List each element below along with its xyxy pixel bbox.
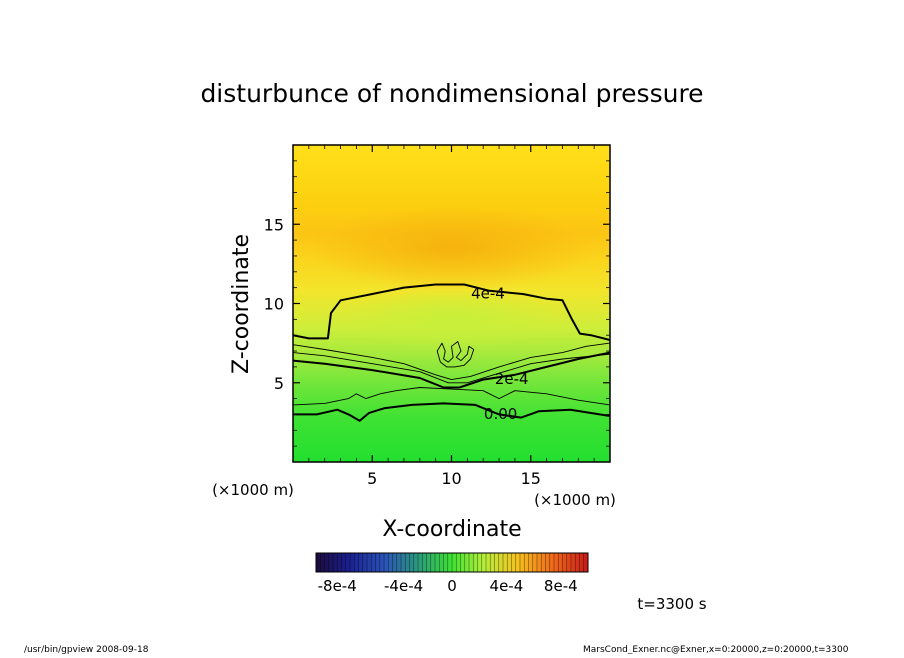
footer-left: /usr/bin/gpview 2008-09-18 [24,645,149,654]
contour-label: 0.00 [484,405,517,423]
contour-line-2 [293,342,610,381]
x-unit-right: (×1000 m) [534,491,616,509]
lime-region [342,288,562,348]
x-tick-label: 15 [521,469,541,488]
colorbar-frame [315,552,589,573]
colorbar-label: 0 [447,577,457,595]
chart-title: disturbunce of nondimensional pressure [200,79,703,108]
y-tick-label: 5 [274,374,284,393]
footer-right: MarsCond_Exner.nc@Exner,x=0:20000,z=0:20… [583,645,849,654]
contour-line-2e-4 [293,351,610,389]
y-axis-label: Z-coordinate [229,234,254,374]
colorbar: -8e-4 -4e-4 0 4e-4 8e-4 [315,552,589,595]
y-axis: 5 10 15 [264,160,610,447]
contour-line-3 [293,352,610,384]
colorbar-labels: -8e-4 -4e-4 0 4e-4 8e-4 [318,577,578,595]
contour-line-0.00 [293,402,610,422]
contour-line-4e-4 [293,283,610,341]
x-unit-left: (×1000 m) [212,481,294,499]
contour-lines [293,283,610,422]
contour-labels: 4e-4 2e-4 0.00 [471,284,529,422]
y-tick-label: 10 [264,295,284,314]
y-tick-label: 15 [264,215,284,234]
x-tick-label: 10 [441,469,461,488]
colorbar-label: 8e-4 [544,577,578,595]
high-pressure-region [307,206,597,290]
colorbar-stripes [319,553,585,572]
colorbar-label: -4e-4 [384,577,423,595]
x-axis: 5 10 15 [308,145,595,488]
contour-line-4 [293,387,610,406]
x-tick-label: 5 [367,469,377,488]
time-label: t=3300 s [637,595,706,613]
colorbar-label: -8e-4 [318,577,357,595]
plot-area [293,145,610,462]
colorbar-label: 4e-4 [490,577,524,595]
contour-line-6 [436,341,475,368]
x-axis-label: X-coordinate [382,517,521,542]
contour-label: 2e-4 [495,370,529,388]
contour-label: 4e-4 [471,284,505,302]
